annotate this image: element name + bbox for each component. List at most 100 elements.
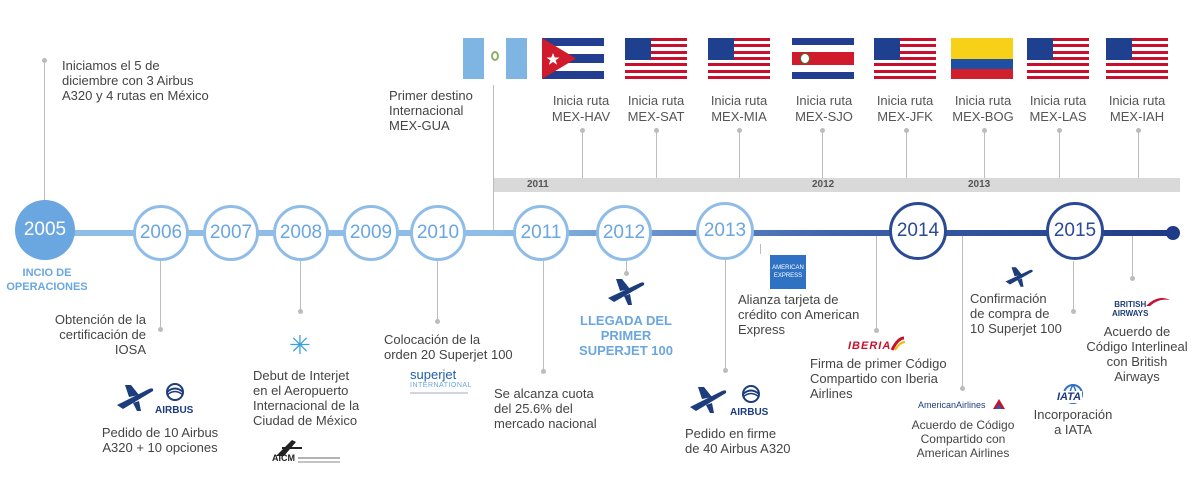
year-2015: 2015 [1046,202,1104,260]
superjet-plane-icon [608,279,645,305]
connector-mia [739,130,740,178]
superjet-logo-underline [410,392,468,394]
route-year-band [493,178,1180,192]
connector-2005 [44,60,45,200]
route-label-hav: Inicia ruta MEX-HAV [551,93,611,124]
connector-dot [42,58,47,63]
route-label-bog: Inicia ruta MEX-BOG [952,93,1014,124]
interjet-star-icon: ✳ [289,330,311,360]
connector-dot [624,271,629,276]
flag-cuba [542,38,604,79]
airbus-logo-icon [742,385,760,403]
american-airlines-logo-text: AmericanAirlines [918,400,986,410]
connector-iah [1138,130,1139,178]
british-airways-logo-icon [1146,298,1170,306]
year-2011: 2011 [513,205,569,261]
amex-text: Alianza tarjeta de crédito con American … [738,292,860,337]
iberia-logo-text: IBERIA [848,340,892,352]
iberia-text: Firma de primer Código Compartido con Ib… [810,356,947,401]
year-2012: 2012 [596,205,652,261]
connector-2011 [543,261,544,371]
route-label-las: Inicia ruta MEX-LAS [1029,93,1087,124]
interjet-debut-text: Debut de Interjet en el Aeropuerto Inter… [253,368,360,428]
airbus-logo-text: AIRBUS [155,405,194,416]
connector-2012 [626,261,627,273]
inicio-operaciones-text: Iniciamos el 5 de diciembre con 3 Airbus… [62,58,209,103]
connector-jfk [906,130,907,178]
year-2009: 2009 [343,205,399,261]
year-2005: 2005 [15,200,75,260]
year-2007: 2007 [203,205,259,261]
superjet-10-text: Confirmación de compra de 10 Superjet 10… [970,291,1062,336]
connector-dot [1071,309,1076,314]
connector-2013 [725,260,726,370]
connector-ba [1132,236,1133,278]
connector-dot [737,128,742,133]
flag-colombia [951,38,1013,79]
interjet-plane-icon [117,385,154,411]
band-year-2011: 2011 [527,179,549,190]
route-label-sjo: Inicia ruta MEX-SJO [795,93,853,124]
iosa-text: Obtención de la certificación de IOSA [54,312,146,357]
aa-text: Acuerdo de Código Compartido con America… [911,418,1015,460]
flag-costa-rica [792,38,854,79]
pedido-40-text: Pedido en firme de 40 Airbus A320 [685,426,791,456]
flag-usa [708,38,770,79]
superjet-logo-bottom: INTERNATIONAL [410,382,472,389]
route-label-mia: Inicia ruta MEX-MIA [710,93,768,124]
pedido-10-text: Pedido de 10 Airbus A320 + 10 opciones [101,425,219,455]
route-label-sat: Inicia ruta MEX-SAT [627,93,685,124]
connector-aa [962,236,963,388]
connector-dot [960,386,965,391]
flag-guatemala [463,38,527,79]
connector-dot [541,369,546,374]
year-2006: 2006 [133,205,189,261]
connector-dot [982,128,987,133]
connector-guatemala [493,85,494,230]
inicio-operaciones-title: INCIO DE OPERACIONES [6,267,88,293]
ba-text: Acuerdo de Código Interlineal con Britis… [1086,324,1188,384]
connector-2010 [437,261,438,321]
aicm-logo-icon [276,440,340,463]
connector-sjo [822,130,823,178]
connector-dot [820,128,825,133]
flag-usa [874,38,936,79]
connector-2015 [1073,261,1074,311]
connector-dot [723,368,728,373]
route-label-jfk: Inicia ruta MEX-JFK [876,93,934,124]
british-airways-logo-text: BRITISH AIRWAYS [1112,300,1149,318]
amex-logo-top: AMERICAN [772,265,804,271]
connector-dot [435,319,440,324]
connector-dot [874,328,879,333]
connector-iberia [876,236,877,331]
connector-2008 [300,261,301,311]
connector-amex [760,244,761,254]
year-2013: 2013 [696,202,754,260]
band-year-2013: 2013 [968,179,991,190]
iberia-logo-icon [890,336,906,351]
connector-dot [904,128,909,133]
amex-logo-bottom: EXPRESS [773,273,803,279]
superjet-logo-top: superjet [410,367,457,382]
connector-dot [1136,128,1141,133]
amex-logo: AMERICAN EXPRESS [770,255,806,289]
connector-dot [158,327,163,332]
interjet-plane-icon [690,387,727,413]
superjet-plane-icon [1005,267,1033,287]
connector-dot [1057,128,1062,133]
iata-text: Incorporación a IATA [1033,407,1113,437]
connector-las [1059,130,1060,178]
aicm-logo-text: AICM [272,453,295,463]
airbus-logo-icon [166,383,184,401]
route-label-iah: Inicia ruta MEX-IAH [1108,93,1166,124]
connector-hav [582,130,583,178]
timeline-end-dot [1166,226,1180,240]
year-2014: 2014 [889,202,947,260]
band-year-2012: 2012 [812,179,835,190]
year-2008: 2008 [273,205,329,261]
iata-logo-text: IATA [1056,391,1083,403]
american-airlines-logo-icon [993,399,1005,409]
flag-usa [1027,38,1089,79]
flag-usa [1106,38,1168,79]
